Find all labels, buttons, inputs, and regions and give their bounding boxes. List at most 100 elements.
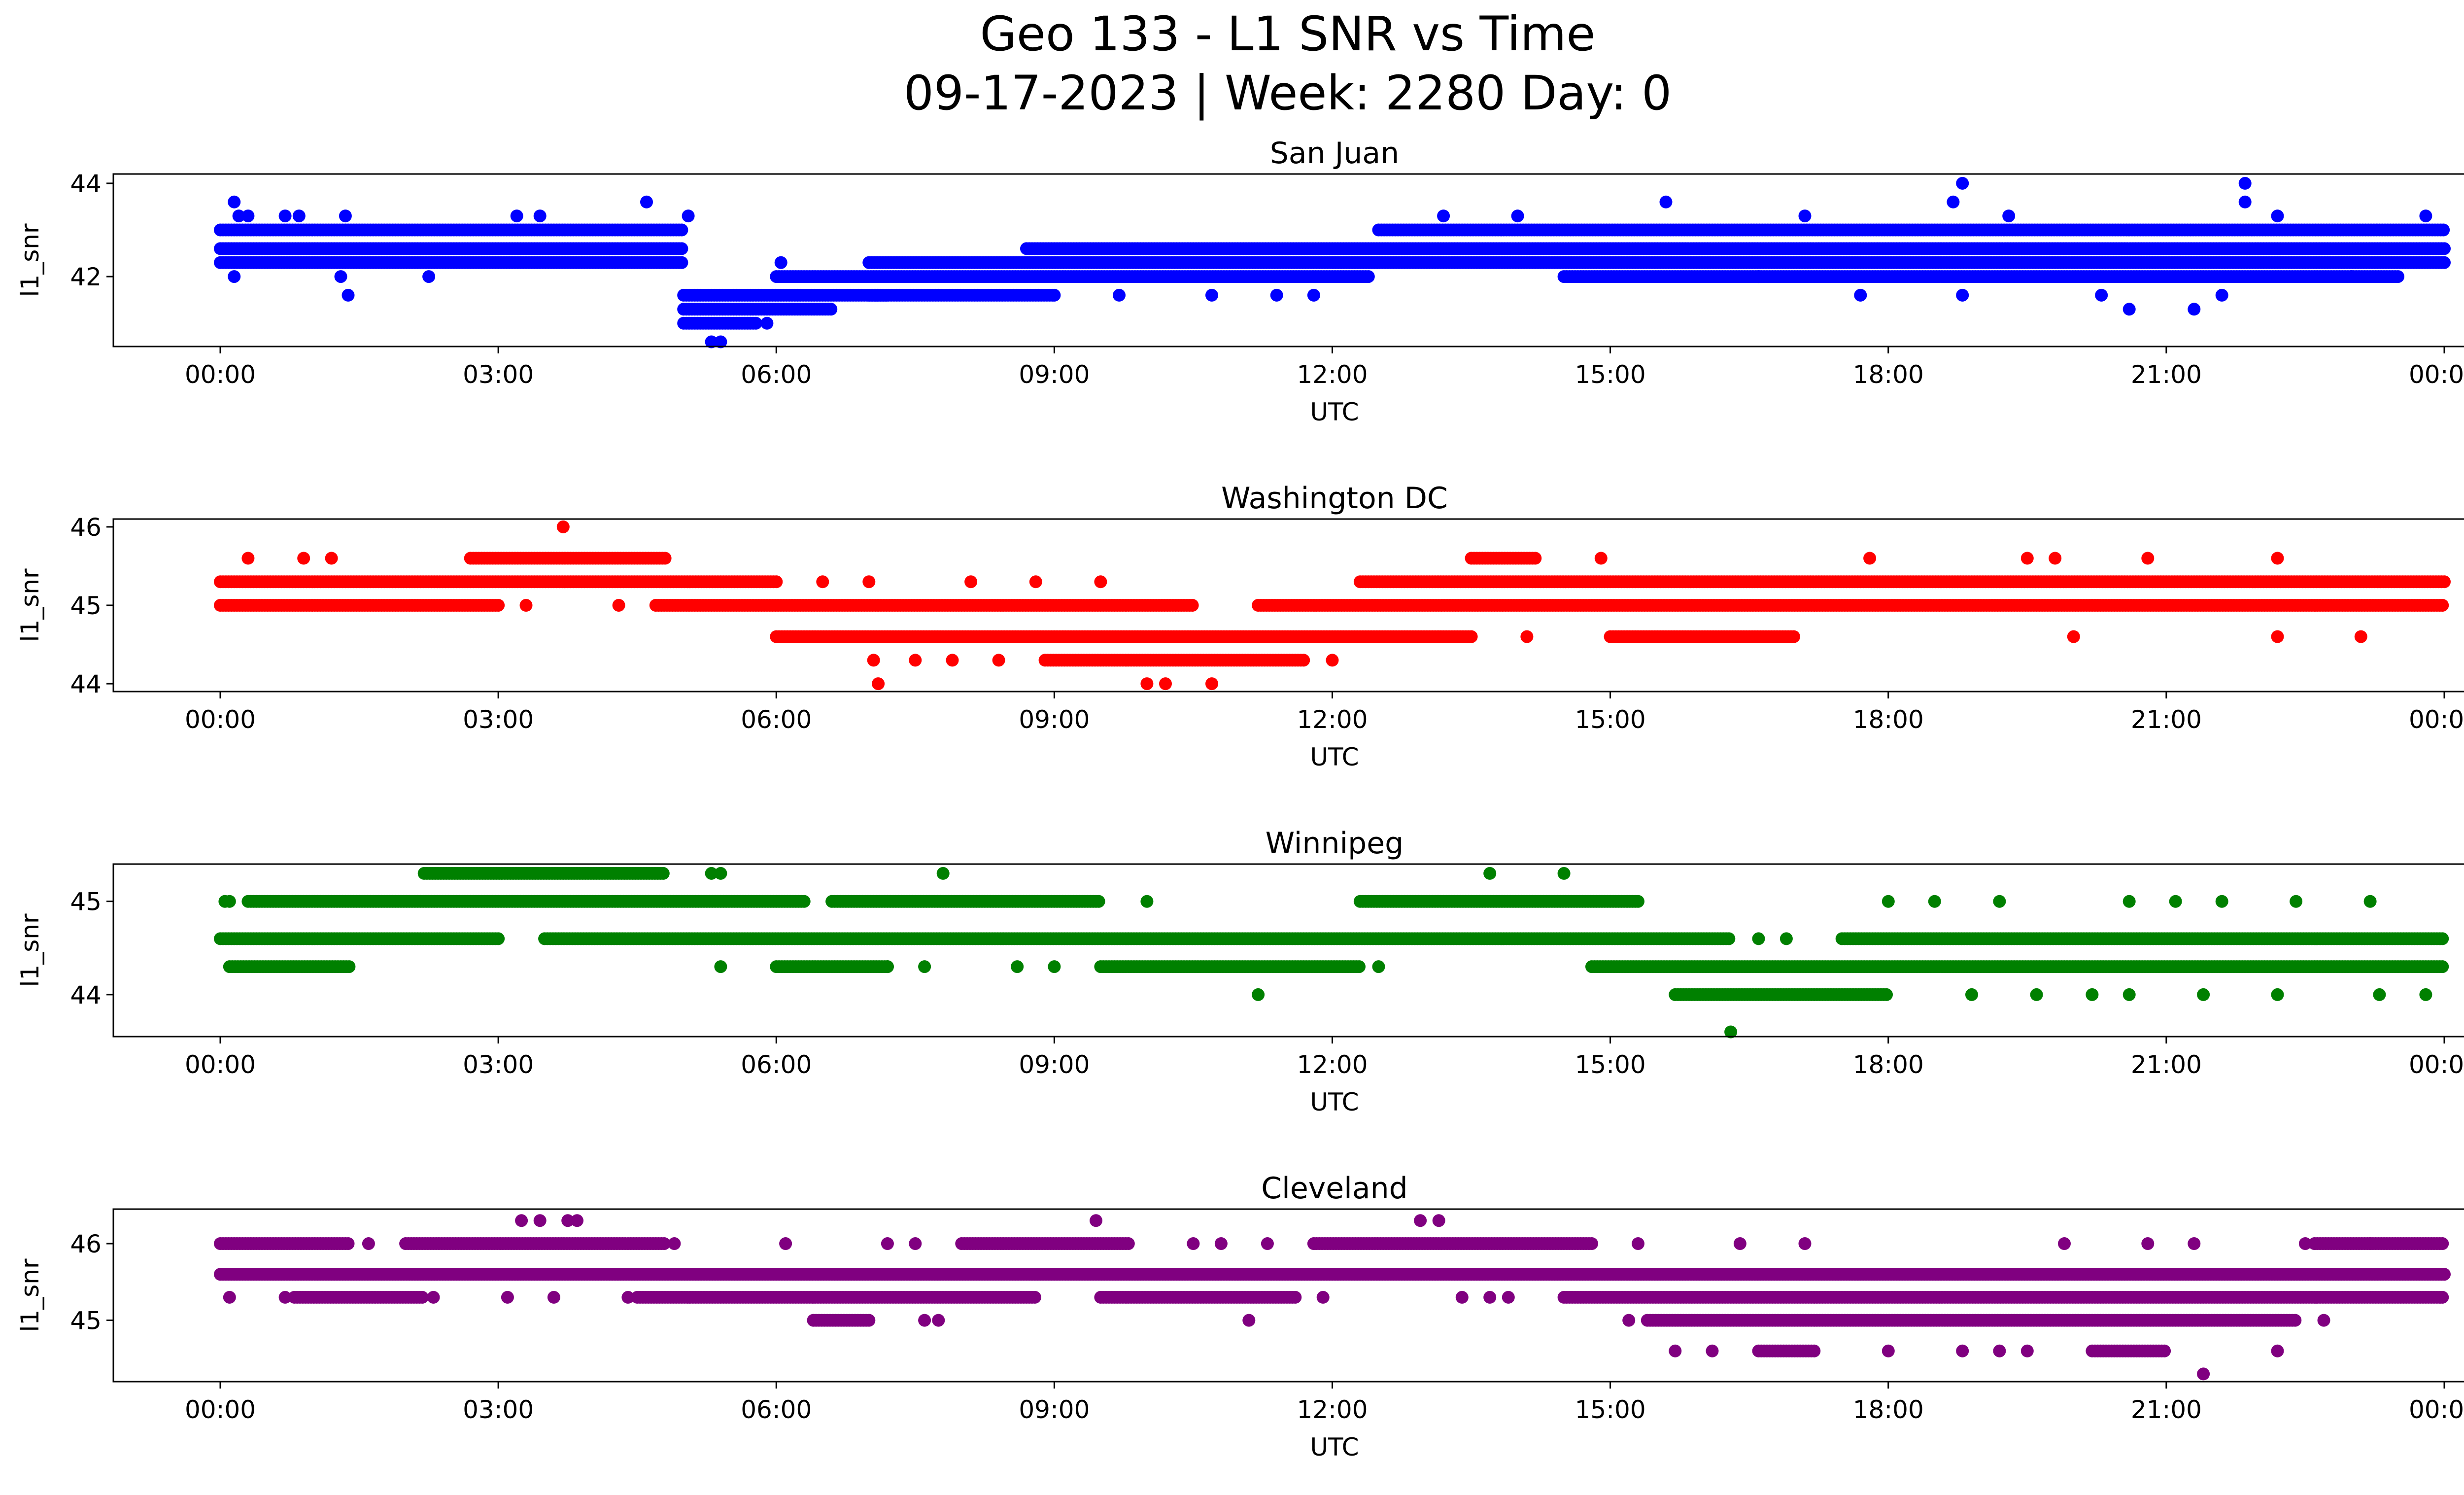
data-point	[1511, 209, 1524, 223]
x-tick-label: 15:00	[1575, 705, 1646, 734]
data-point	[510, 209, 523, 223]
data-point	[1159, 677, 1172, 691]
data-point	[2238, 176, 2252, 190]
data-point	[658, 552, 672, 565]
data-point	[964, 575, 978, 589]
data-point	[760, 316, 774, 330]
figure-title-line1: Geo 133 - L1 SNR vs Time	[980, 6, 1596, 62]
data-point	[492, 932, 505, 945]
data-point	[2354, 630, 2367, 643]
data-point	[675, 223, 688, 237]
x-tick-label: 00:00	[185, 360, 256, 389]
data-point	[1297, 654, 1310, 667]
data-point	[533, 209, 547, 223]
data-point	[1465, 630, 1478, 643]
data-point	[1787, 630, 1800, 643]
y-tick-label: 45	[70, 591, 102, 620]
panel-title: San Juan	[1270, 136, 1399, 171]
data-point	[1798, 209, 1812, 223]
y-tick-label: 42	[70, 263, 102, 291]
data-point	[2271, 630, 2284, 643]
data-point	[1270, 288, 1283, 302]
data-point	[297, 552, 310, 565]
x-tick-label: 12:00	[1297, 705, 1368, 734]
data-point	[228, 270, 241, 283]
data-points	[214, 176, 2451, 348]
data-point	[946, 654, 959, 667]
data-point	[1437, 209, 1450, 223]
data-point	[342, 288, 355, 302]
data-point	[1029, 575, 1042, 589]
x-tick-label: 12:00	[1297, 360, 1368, 389]
x-tick-label: 03:00	[463, 705, 534, 734]
y-axis-label: l1_snr	[16, 223, 44, 297]
data-point	[1956, 176, 1969, 190]
y-tick-label: 46	[70, 513, 102, 542]
data-point	[492, 599, 505, 612]
x-tick-label: 00:00	[185, 705, 256, 734]
data-point	[2188, 303, 2201, 316]
data-point	[1520, 630, 1534, 643]
data-point	[2436, 599, 2449, 612]
data-point	[1947, 195, 1960, 209]
data-point	[1113, 288, 1126, 302]
data-point	[2049, 552, 2062, 565]
data-point	[2020, 552, 2034, 565]
data-point	[2141, 552, 2155, 565]
data-point	[1752, 270, 1765, 283]
data-point	[797, 895, 811, 908]
data-point	[1048, 288, 1061, 302]
y-tick-label: 44	[70, 670, 102, 698]
data-point	[816, 575, 829, 589]
x-tick-label: 21:00	[2131, 360, 2202, 389]
data-point	[2438, 242, 2451, 255]
data-point	[1594, 552, 1608, 565]
data-point	[1529, 552, 1542, 565]
data-point	[640, 195, 653, 209]
data-point	[278, 209, 292, 223]
y-axis-label: l1_snr	[16, 568, 44, 642]
data-point	[228, 195, 241, 209]
data-point	[824, 303, 838, 316]
data-point	[241, 552, 255, 565]
data-point	[2215, 288, 2228, 302]
data-point	[1863, 552, 1877, 565]
data-point	[292, 209, 306, 223]
x-tick-label: 09:00	[1019, 705, 1090, 734]
x-tick-label: 15:00	[1575, 360, 1646, 389]
data-point	[682, 209, 695, 223]
data-point	[1659, 195, 1673, 209]
subplots: San Juan 00:00 03:00 06:00 09:00 12:00 15:00 18…	[16, 136, 2464, 1461]
data-point	[2437, 223, 2450, 237]
panel-title: Winnipeg	[1266, 826, 1404, 861]
x-tick-label: 21:00	[2131, 705, 2202, 734]
data-point	[2271, 552, 2284, 565]
data-point	[2067, 630, 2080, 643]
x-axis-label: UTC	[1310, 398, 1359, 426]
data-point	[770, 575, 783, 589]
data-point	[675, 242, 688, 255]
data-point	[1205, 288, 1218, 302]
y-tick-label: 44	[70, 170, 102, 198]
x-axis-label: UTC	[1310, 743, 1359, 771]
data-point	[2238, 195, 2252, 209]
x-tick-label: 06:00	[741, 360, 812, 389]
x-tick-label: 03:00	[463, 360, 534, 389]
data-point	[749, 316, 762, 330]
data-point	[1094, 575, 1107, 589]
x-tick-label: 00:00	[2409, 705, 2464, 734]
data-point	[1140, 677, 1154, 691]
data-point	[2122, 303, 2136, 316]
data-point	[2419, 209, 2432, 223]
data-point	[909, 654, 922, 667]
data-point	[675, 256, 688, 269]
data-point	[872, 677, 885, 691]
x-tick-label: 18:00	[1853, 360, 1924, 389]
data-point	[867, 654, 880, 667]
data-point	[556, 520, 570, 533]
x-tick-label: 06:00	[741, 705, 812, 734]
x-tick-label: 00:00	[2409, 360, 2464, 389]
data-point	[1205, 677, 1218, 691]
data-point	[422, 270, 436, 283]
